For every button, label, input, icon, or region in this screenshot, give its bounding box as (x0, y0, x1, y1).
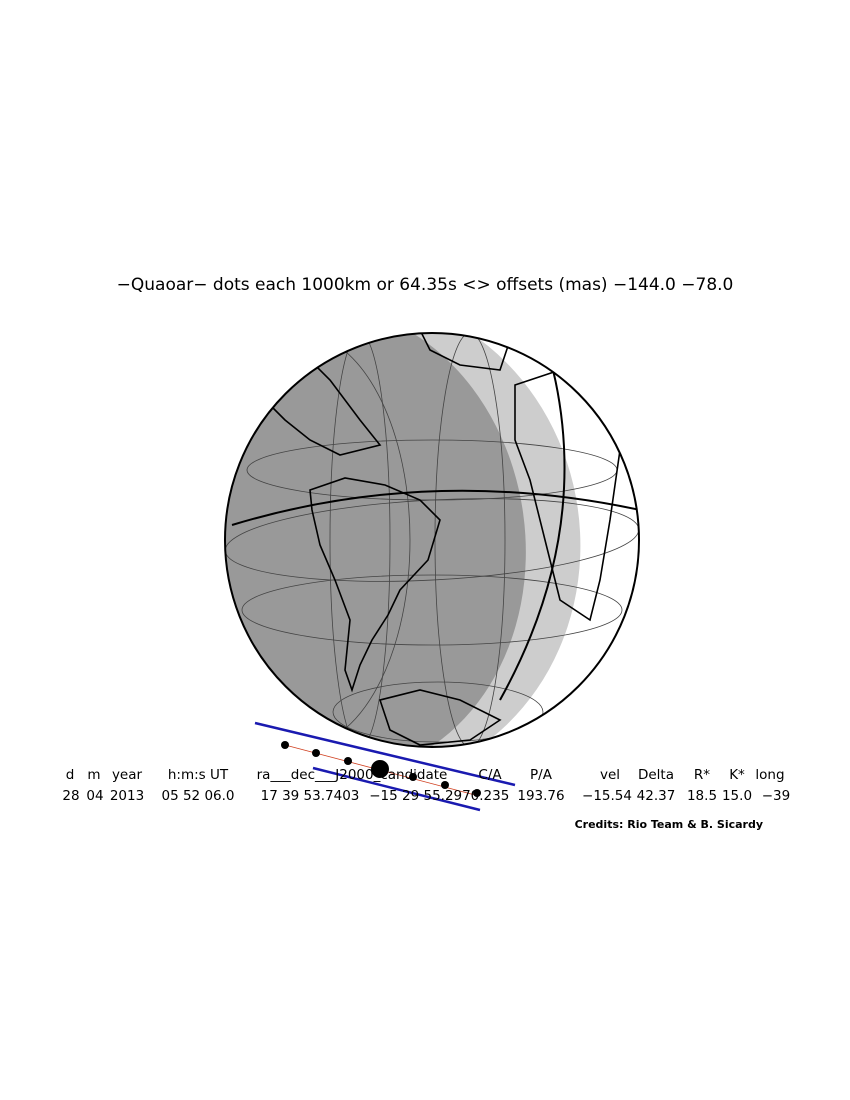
table-header: m (87, 767, 100, 783)
table-value: 28 (62, 788, 79, 804)
table-header: K* (729, 767, 745, 783)
table-value: −15.54 (582, 788, 632, 804)
table-value: 17 39 53.7403 (261, 788, 360, 804)
globe (224, 332, 640, 748)
table-header: P/A (530, 767, 553, 783)
table-value: 05 52 06.0 (162, 788, 235, 804)
table-value: 193.76 (517, 788, 564, 804)
table-value: 18.5 (687, 788, 717, 804)
table-value: −15 29 55.297 (369, 788, 471, 804)
table-header: ra___dec___J2000_candidate (257, 767, 448, 783)
table-header: C/A (478, 767, 502, 783)
table-header: vel (600, 767, 620, 783)
title: −Quaoar− dots each 1000km or 64.35s <> o… (117, 275, 734, 295)
table-value: −39 (762, 788, 791, 804)
table-value: 2013 (110, 788, 144, 804)
table-value: 42.37 (637, 788, 676, 804)
table-header: long (755, 767, 784, 783)
credits: Credits: Rio Team & B. Sicardy (575, 818, 763, 831)
table-header: Delta (638, 767, 674, 783)
table-value: 0.235 (471, 788, 510, 804)
table-value: 15.0 (722, 788, 752, 804)
table-header: year (112, 767, 143, 783)
table-header: d (66, 767, 75, 783)
table-header: h:m:s UT (168, 767, 229, 783)
table-header: R* (694, 767, 710, 783)
table-value: 04 (86, 788, 103, 804)
occultation-path (254, 721, 516, 812)
event-table: d m year h:m:s UT ra___dec___J2000_candidate… (62, 767, 790, 804)
